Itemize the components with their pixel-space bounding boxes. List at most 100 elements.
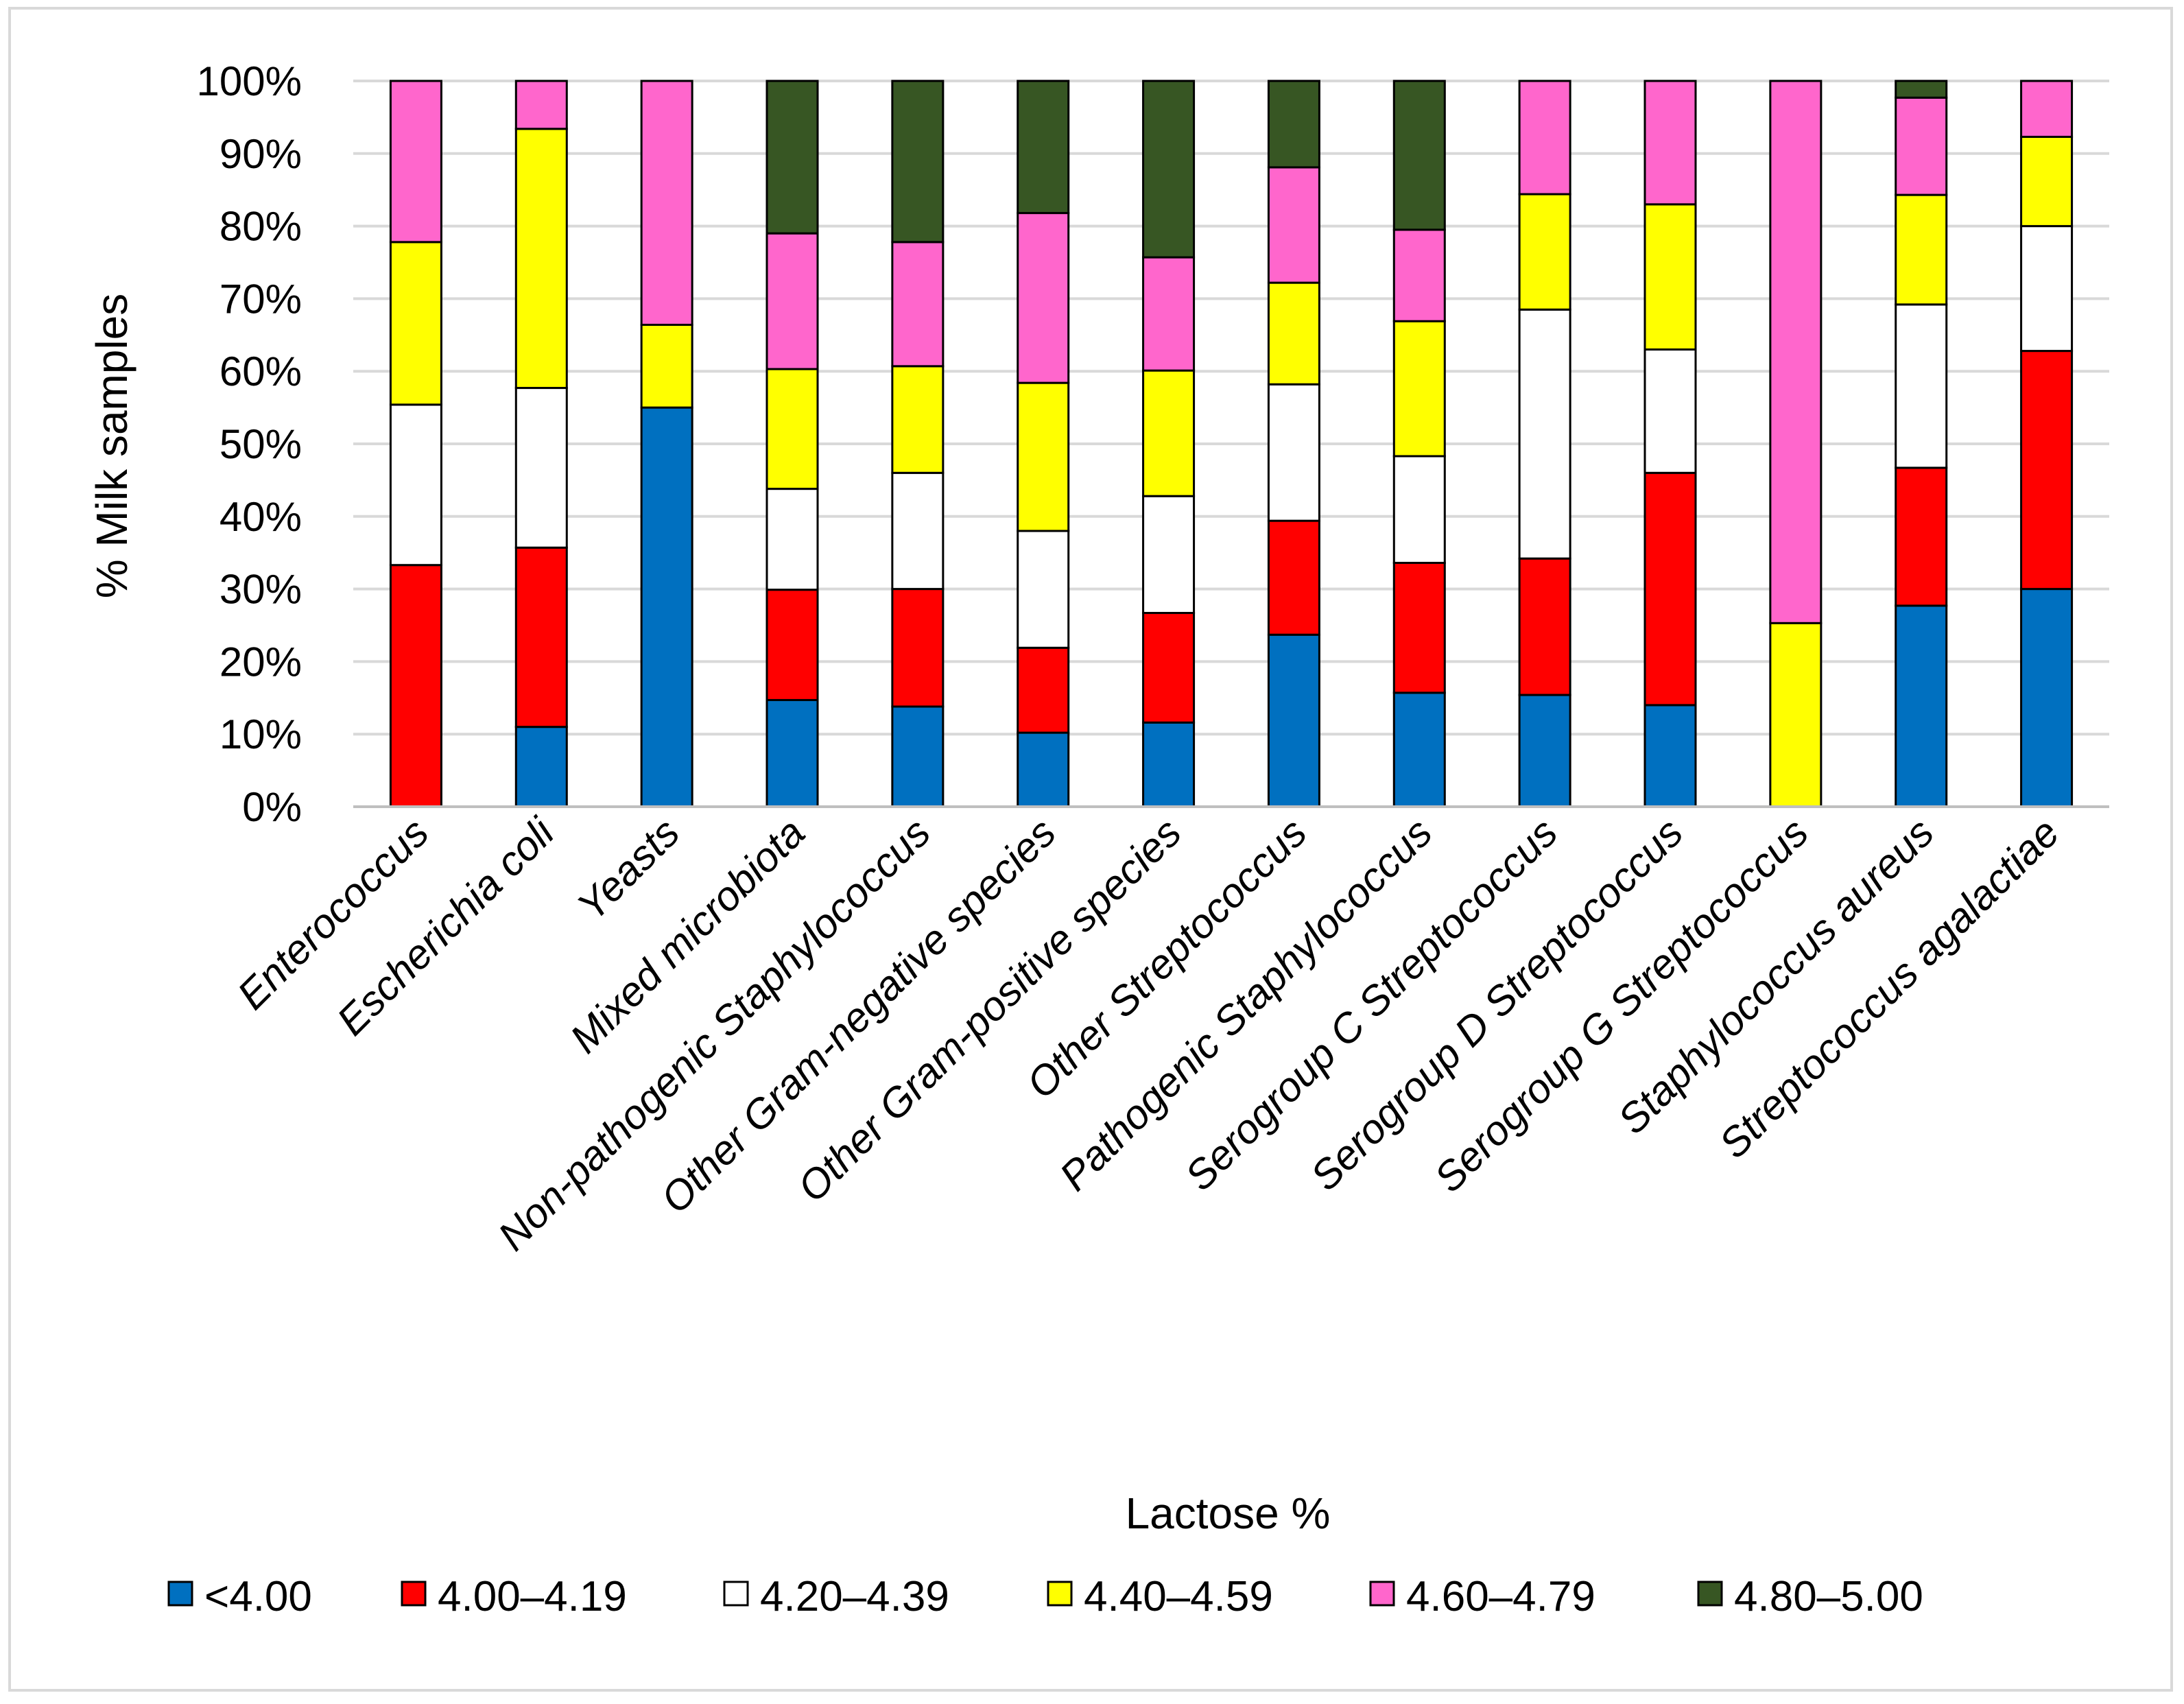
bar-segment <box>640 80 693 326</box>
bar-segment <box>891 80 945 244</box>
bar-segment <box>891 588 945 708</box>
y-tick-label: 50% <box>219 421 302 467</box>
bar-segment <box>1017 212 1070 384</box>
bar-segment <box>765 698 819 808</box>
bar-segment <box>2020 80 2074 138</box>
bar-segment <box>514 128 568 390</box>
bar-segment <box>765 232 819 370</box>
bar-segment <box>1017 646 1070 734</box>
bar-segment <box>1518 193 1571 311</box>
bar-segment <box>765 488 819 591</box>
bar-segment <box>1017 731 1070 808</box>
bar-segment <box>389 403 442 567</box>
legend-label: <4.00 <box>204 1573 312 1620</box>
bar-segment <box>1142 612 1196 724</box>
bar-segment <box>1267 383 1320 522</box>
chart-border <box>8 7 2173 1692</box>
bar-segment <box>765 368 819 490</box>
bar-segment <box>2020 225 2074 353</box>
y-tick-label: 70% <box>219 276 302 322</box>
bar-segment <box>1643 203 1697 351</box>
bar-segment <box>1643 471 1697 707</box>
bar-segment <box>514 726 568 808</box>
bar-segment <box>765 80 819 235</box>
bar-series <box>389 80 2074 808</box>
bar-segment <box>891 471 945 591</box>
bar-segment <box>1518 694 1571 808</box>
bar-segment <box>1895 604 1948 808</box>
bar-segment <box>1895 303 1948 469</box>
bar-segment <box>1142 721 1196 808</box>
bar-segment <box>514 546 568 729</box>
bar-segment <box>389 80 442 244</box>
bar-segment <box>1392 80 1446 231</box>
bar-segment <box>640 406 693 808</box>
bar-segment <box>1895 96 1948 196</box>
bar-segment <box>1392 691 1446 808</box>
legend-label: 4.80–5.00 <box>1734 1573 1923 1620</box>
legend-swatch-4-00 <box>167 1581 193 1607</box>
bar-segment <box>891 705 945 808</box>
bar-segment <box>389 564 442 808</box>
bar-segment <box>1017 80 1070 215</box>
y-axis-tick-labels: 0% 10% 20% 30% 40% 50% 60% 70% 80% 90% 100% <box>197 58 302 830</box>
bar-segment <box>640 323 693 409</box>
bar-segment <box>1895 80 1948 99</box>
legend-label: 4.60–4.79 <box>1406 1573 1595 1620</box>
bar-segment <box>1392 455 1446 565</box>
y-tick-label: 30% <box>219 567 302 613</box>
y-tick-label: 0% <box>242 784 302 830</box>
bar-segment <box>891 365 945 474</box>
legend-swatch-4-80-5-00 <box>1697 1581 1723 1607</box>
legend-label: 4.40–4.59 <box>1084 1573 1273 1620</box>
y-tick-label: 20% <box>219 639 302 685</box>
bar-segment <box>1142 256 1196 372</box>
bar-segment <box>1392 562 1446 694</box>
bar-segment <box>1769 622 1823 808</box>
bar-segment <box>1643 348 1697 474</box>
bar-segment <box>1895 193 1948 306</box>
y-tick-label: 60% <box>219 348 302 394</box>
bar-segment <box>1643 704 1697 808</box>
legend-swatch-4-60-4-79 <box>1369 1581 1395 1607</box>
bar-segment <box>2020 588 2074 808</box>
bar-segment <box>1643 80 1697 206</box>
bar-segment <box>1895 466 1948 607</box>
bar-segment <box>1392 320 1446 458</box>
bar-segment <box>389 241 442 406</box>
bar-segment <box>1392 228 1446 322</box>
bar-segment <box>2020 350 2074 591</box>
bar-segment <box>1142 495 1196 615</box>
y-tick-label: 10% <box>219 711 302 757</box>
bar-segment <box>1518 80 1571 196</box>
legend-swatch-4-40-4-59 <box>1047 1581 1073 1607</box>
x-axis-title: Lactose % <box>1126 1489 1331 1538</box>
bar-segment <box>1518 308 1571 560</box>
legend: <4.00 4.00–4.19 4.20–4.39 4.40–4.59 4.60–4.7… <box>167 1573 1923 1620</box>
bar-segment <box>765 589 819 701</box>
bar-segment <box>1267 80 1320 169</box>
bar-segment <box>1267 281 1320 386</box>
legend-label: 4.00–4.19 <box>438 1573 627 1620</box>
y-axis-title: % Milk samples <box>87 294 136 599</box>
legend-label: 4.20–4.39 <box>760 1573 949 1620</box>
bar-segment <box>514 80 568 130</box>
y-tick-label: 40% <box>219 494 302 540</box>
bar-segment <box>1142 369 1196 497</box>
legend-swatch-4-00-4-19 <box>401 1581 427 1607</box>
bar-segment <box>1017 381 1070 532</box>
y-tick-label: 80% <box>219 204 302 250</box>
bar-segment <box>514 387 568 549</box>
bar-segment <box>1518 557 1571 696</box>
y-tick-label: 100% <box>197 58 302 104</box>
legend-swatch-4-20-4-39 <box>723 1581 749 1607</box>
bar-segment <box>2020 135 2074 228</box>
bar-segment <box>891 241 945 368</box>
bar-segment <box>1769 80 1823 624</box>
bar-segment <box>1267 166 1320 284</box>
bar-segment <box>1142 80 1196 259</box>
bar-segment <box>1017 530 1070 649</box>
bar-segment <box>1267 633 1320 808</box>
